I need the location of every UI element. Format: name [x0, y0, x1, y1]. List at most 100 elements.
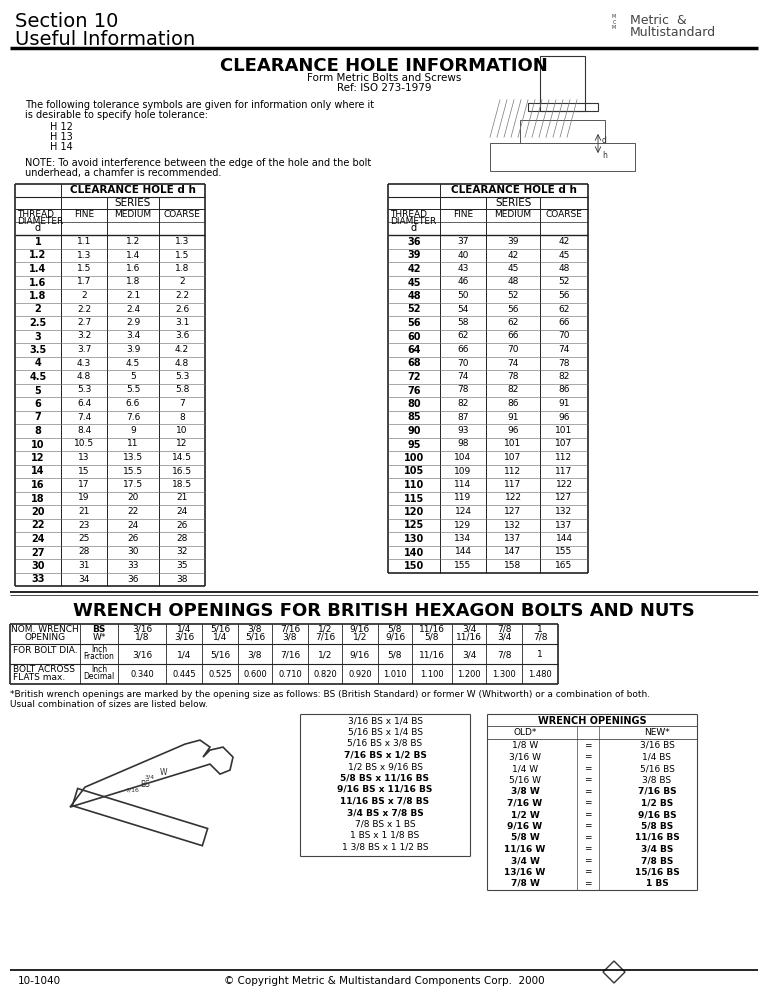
Text: 86: 86	[507, 399, 518, 408]
Text: MEDIUM: MEDIUM	[114, 210, 151, 219]
Text: 117: 117	[555, 466, 573, 475]
Text: 3/16 BS: 3/16 BS	[640, 741, 674, 750]
Text: 45: 45	[407, 277, 421, 287]
Text: 6.6: 6.6	[126, 399, 141, 408]
Text: 19: 19	[78, 493, 90, 503]
Text: 32: 32	[177, 548, 187, 557]
Text: 3.6: 3.6	[175, 332, 189, 341]
Text: h: h	[602, 151, 607, 160]
Text: 5/16 BS x 1/4 BS: 5/16 BS x 1/4 BS	[347, 728, 422, 737]
Text: 3/8 BS: 3/8 BS	[643, 775, 671, 784]
Text: 3/16: 3/16	[132, 625, 152, 634]
Text: 45: 45	[508, 264, 518, 273]
Text: 9/16 BS: 9/16 BS	[637, 810, 677, 819]
Text: 101: 101	[555, 426, 573, 435]
Text: 1.6: 1.6	[29, 277, 47, 287]
Text: 78: 78	[558, 359, 570, 368]
Text: *British wrench openings are marked by the opening size as follows: BS (British : *British wrench openings are marked by t…	[10, 690, 650, 699]
Text: 10.5: 10.5	[74, 439, 94, 448]
Text: 39: 39	[407, 250, 421, 260]
Text: 90: 90	[407, 426, 421, 436]
Text: 5/16: 5/16	[210, 625, 230, 634]
Text: 7/16 BS: 7/16 BS	[637, 787, 677, 796]
Text: =: =	[584, 845, 592, 854]
Text: 5.5: 5.5	[126, 386, 141, 395]
Text: 1/2: 1/2	[353, 633, 367, 642]
Text: 85: 85	[407, 413, 421, 422]
Text: 3/8 W: 3/8 W	[511, 787, 539, 796]
Text: 3.2: 3.2	[77, 332, 91, 341]
Text: 158: 158	[505, 561, 521, 570]
Text: 13: 13	[78, 453, 90, 462]
Text: 3/4 W: 3/4 W	[511, 856, 539, 865]
Text: 129: 129	[455, 521, 472, 530]
Text: Form Metric Bolts and Screws: Form Metric Bolts and Screws	[306, 73, 462, 83]
Text: WRENCH OPENINGS: WRENCH OPENINGS	[538, 716, 647, 726]
Text: 10-1040: 10-1040	[18, 976, 61, 986]
Text: 56: 56	[558, 291, 570, 300]
Text: 27: 27	[31, 548, 45, 558]
Text: 5/16 W: 5/16 W	[509, 775, 541, 784]
Text: 2.1: 2.1	[126, 291, 140, 300]
Text: 25: 25	[78, 534, 90, 543]
Text: 140: 140	[404, 548, 424, 558]
Text: 42: 42	[508, 250, 518, 259]
Text: 0.600: 0.600	[243, 670, 266, 679]
Text: FLATS max.: FLATS max.	[13, 673, 65, 682]
Text: d: d	[602, 136, 607, 145]
Text: 117: 117	[505, 480, 521, 489]
Text: 3/4: 3/4	[497, 633, 511, 642]
Text: 82: 82	[457, 399, 468, 408]
Text: 7/8: 7/8	[497, 650, 511, 659]
Text: 104: 104	[455, 453, 472, 462]
Text: 1.200: 1.200	[457, 670, 481, 679]
Text: 5/8 BS: 5/8 BS	[641, 821, 673, 831]
Text: 13/16 W: 13/16 W	[505, 868, 545, 877]
Text: 130: 130	[404, 534, 424, 544]
Text: 24: 24	[127, 521, 139, 530]
Bar	[540, 56, 585, 111]
Text: 9/16 BS x 11/16 BS: 9/16 BS x 11/16 BS	[337, 785, 432, 794]
Text: 1.4: 1.4	[126, 250, 140, 259]
Text: CLEARANCE HOLE d h: CLEARANCE HOLE d h	[451, 185, 577, 195]
Text: NEW*: NEW*	[644, 728, 670, 737]
Text: 9/16: 9/16	[350, 625, 370, 634]
Text: 0.445: 0.445	[172, 670, 196, 679]
Text: 5/16: 5/16	[210, 650, 230, 659]
Text: 42: 42	[407, 264, 421, 274]
Text: 91: 91	[507, 413, 518, 421]
Text: 4.5: 4.5	[29, 372, 47, 382]
Text: 1: 1	[537, 650, 543, 659]
Text: 11/16 W: 11/16 W	[505, 845, 545, 854]
Text: 1/4 BS: 1/4 BS	[643, 752, 671, 761]
Text: 11/16: 11/16	[419, 625, 445, 634]
Text: 9: 9	[130, 426, 136, 435]
Text: FINE: FINE	[74, 210, 94, 219]
Text: 7/16: 7/16	[280, 625, 300, 634]
Text: 5/16 BS x 3/8 BS: 5/16 BS x 3/8 BS	[347, 739, 422, 748]
Text: © Copyright Metric & Multistandard Components Corp.  2000: © Copyright Metric & Multistandard Compo…	[223, 976, 545, 986]
Text: 1: 1	[537, 625, 543, 634]
Text: 144: 144	[555, 534, 572, 543]
Text: 74: 74	[457, 372, 468, 381]
Text: 0.525: 0.525	[208, 670, 232, 679]
Text: 109: 109	[455, 466, 472, 475]
Text: 5.8: 5.8	[175, 386, 189, 395]
Text: 1.8: 1.8	[126, 277, 141, 286]
Text: 122: 122	[555, 480, 572, 489]
Text: 1/2 W: 1/2 W	[511, 810, 539, 819]
Text: =: =	[584, 741, 592, 750]
Text: 74: 74	[508, 359, 518, 368]
Text: 124: 124	[455, 507, 472, 516]
Text: 64: 64	[407, 345, 421, 355]
Text: 110: 110	[404, 480, 424, 490]
Text: 11/16 BS x 7/8 BS: 11/16 BS x 7/8 BS	[340, 796, 429, 805]
Text: 125: 125	[404, 521, 424, 531]
Text: 3/8: 3/8	[248, 650, 262, 659]
Text: 60: 60	[407, 332, 421, 342]
Text: 1/2 BS x 9/16 BS: 1/2 BS x 9/16 BS	[347, 762, 422, 771]
Text: Usual combination of sizes are listed below.: Usual combination of sizes are listed be…	[10, 700, 208, 709]
Text: WRENCH OPENINGS FOR BRITISH HEXAGON BOLTS AND NUTS: WRENCH OPENINGS FOR BRITISH HEXAGON BOLT…	[73, 602, 695, 620]
Text: 66: 66	[507, 332, 518, 341]
Text: 4.8: 4.8	[77, 372, 91, 381]
